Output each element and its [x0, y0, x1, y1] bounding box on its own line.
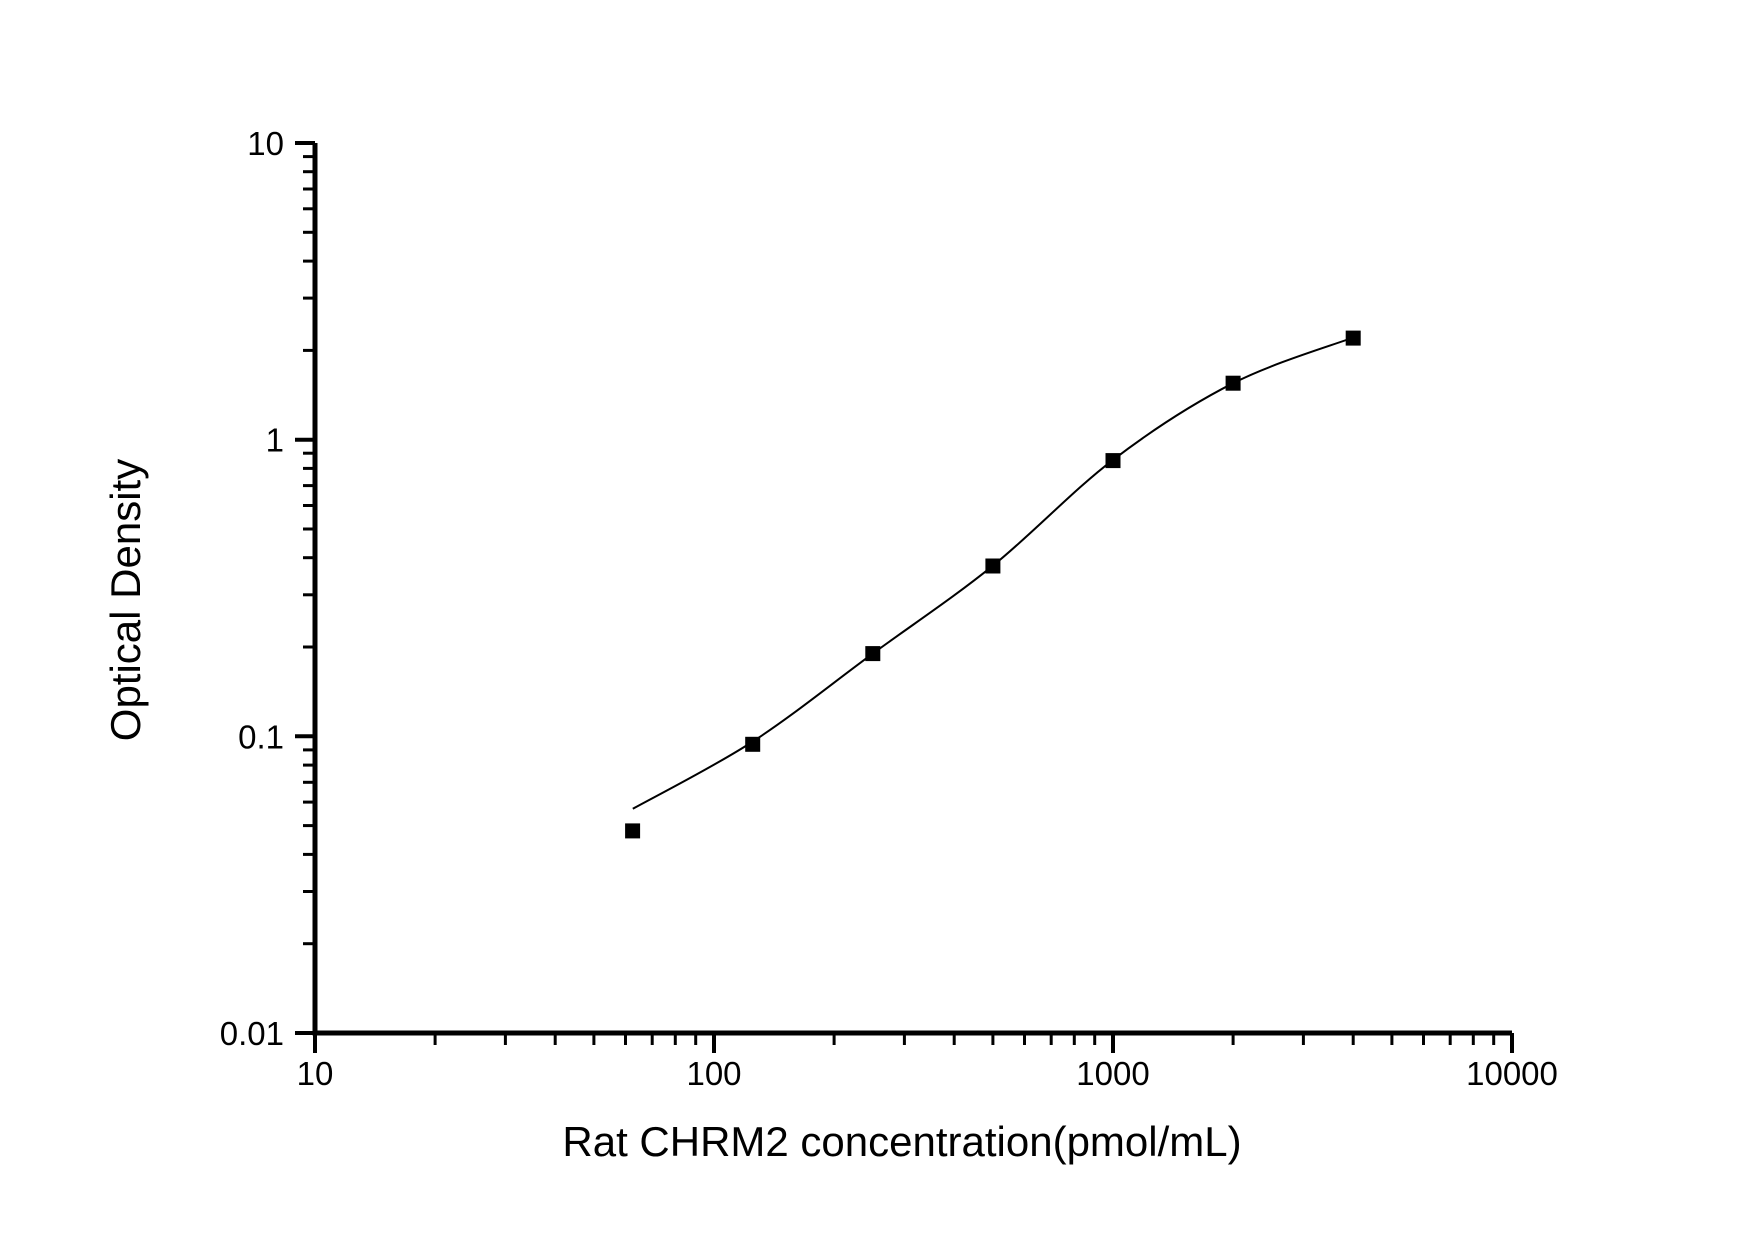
tick-labels-layer: 10 100 1000 10000 0.01 0.1 1 10 — [220, 125, 1558, 1092]
data-point-marker — [625, 823, 641, 839]
markers-layer — [625, 330, 1361, 839]
y-axis-title: Optical Density — [102, 459, 149, 741]
data-point-marker — [745, 736, 761, 752]
data-point-marker — [865, 646, 881, 662]
data-point-marker — [985, 558, 1001, 574]
x-tick-label: 1000 — [1076, 1055, 1149, 1092]
y-tick-label: 10 — [247, 125, 284, 162]
x-tick-label: 10000 — [1466, 1055, 1558, 1092]
y-tick-label: 1 — [266, 422, 284, 459]
x-tick-label: 10 — [297, 1055, 334, 1092]
axes-layer — [312, 143, 1512, 1036]
data-point-marker — [1105, 453, 1121, 469]
data-point-marker — [1225, 375, 1241, 391]
y-tick-label: 0.01 — [220, 1015, 284, 1052]
ticks-layer — [295, 141, 1514, 1053]
x-tick-label: 100 — [686, 1055, 741, 1092]
data-point-marker — [1345, 330, 1361, 346]
x-axis-title: Rat CHRM2 concentration(pmol/mL) — [562, 1118, 1241, 1165]
y-tick-label: 0.1 — [238, 718, 284, 755]
